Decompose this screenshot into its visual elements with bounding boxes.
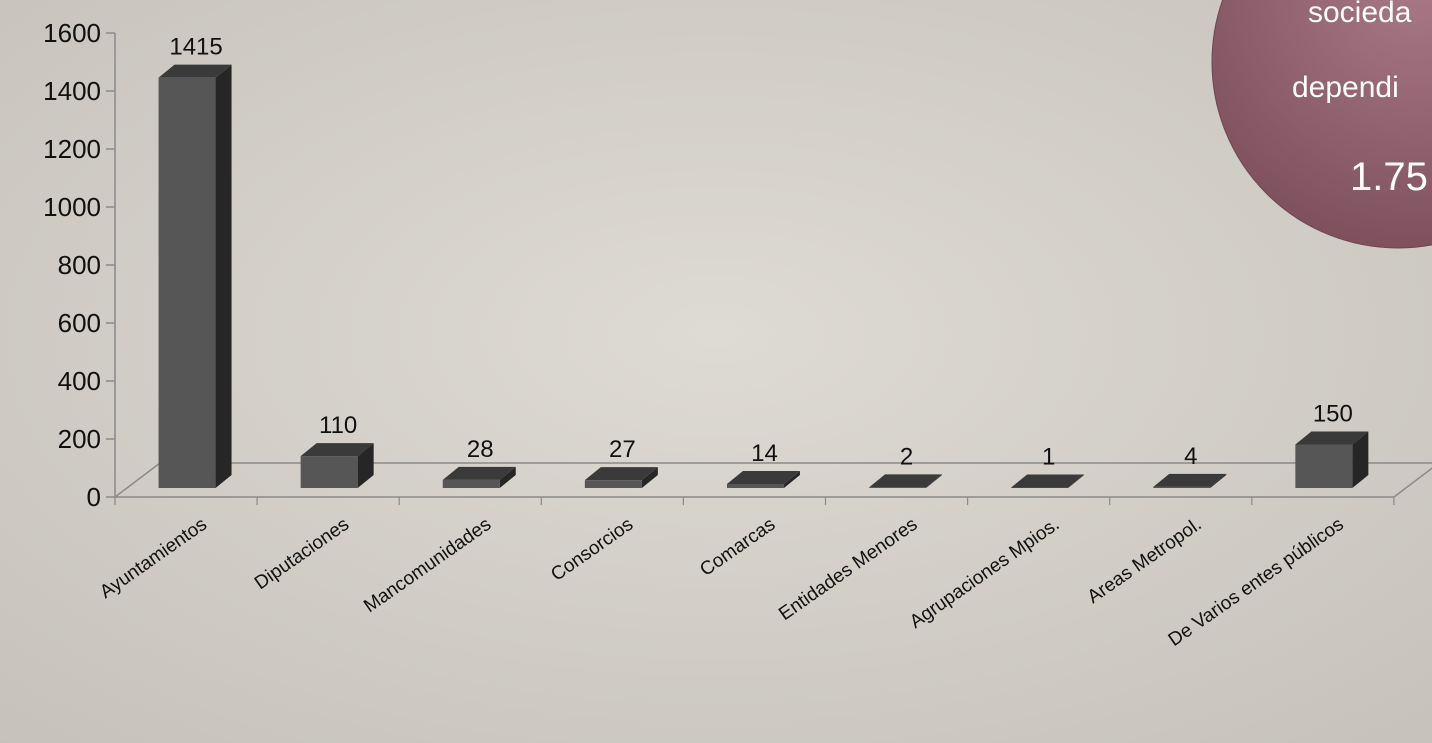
bar-top [300, 443, 374, 457]
y-tick-label: 200 [58, 424, 101, 454]
bar-side [215, 64, 232, 489]
callout-circle [1211, 0, 1432, 249]
data-label: 4 [1184, 443, 1197, 470]
y-tick-label: 1000 [43, 192, 101, 222]
bar-4 [584, 467, 658, 488]
bar-side [1210, 473, 1227, 488]
y-tick-label: 800 [58, 250, 101, 280]
bar-side [641, 467, 658, 488]
bar-6 [869, 474, 943, 488]
y-tick-label: 0 [87, 482, 101, 512]
bar-top [158, 64, 232, 78]
bar-front [300, 456, 358, 488]
bar-side [1068, 474, 1085, 488]
data-label: 28 [467, 436, 494, 463]
bar-side [357, 443, 374, 488]
data-label: 1415 [169, 34, 222, 61]
data-label: 2 [900, 443, 913, 470]
bar-top [869, 474, 943, 488]
bar-top [1295, 431, 1369, 445]
bar-7 [1011, 474, 1085, 488]
callout-line-1: socieda [1308, 0, 1412, 29]
callout: socieda dependi 1.75 [1211, 0, 1432, 249]
bar-5 [726, 470, 800, 488]
bar-top [584, 467, 658, 481]
bar-side [783, 470, 800, 488]
bar-8 [1153, 473, 1227, 488]
bar-front [584, 480, 642, 488]
bar-top [442, 466, 516, 480]
y-tick-label: 1400 [43, 76, 101, 106]
y-tick-label: 400 [58, 366, 101, 396]
data-label: 150 [1313, 401, 1353, 428]
data-label: 1 [1042, 444, 1055, 471]
bar-front [1295, 444, 1353, 488]
data-label: 110 [319, 412, 357, 439]
bar-front [869, 487, 927, 488]
bar-front [158, 77, 216, 489]
bar-side [499, 466, 516, 488]
bar-front [726, 483, 784, 488]
bars [158, 64, 1369, 489]
bar-1 [158, 64, 232, 489]
y-axis: 0 200 400 600 800 1000 1200 1400 1600 [43, 18, 1395, 512]
y-tick-label: 600 [58, 308, 101, 338]
bar-2 [300, 443, 374, 488]
y-tick-label: 1600 [43, 18, 101, 48]
bar-top [726, 470, 800, 484]
callout-line-2: dependi [1292, 71, 1399, 104]
bar-front [442, 479, 500, 488]
bar-9 [1295, 431, 1369, 488]
bar-front [1011, 487, 1069, 488]
y-tick-label: 1200 [43, 134, 101, 164]
callout-value: 1.75 [1350, 155, 1428, 199]
bar-top [1153, 473, 1227, 487]
bar-top [1011, 474, 1085, 488]
bar-side [926, 474, 943, 488]
data-label: 27 [609, 436, 636, 463]
bar-front [1153, 486, 1211, 488]
bar-3 [442, 466, 516, 488]
bar-side [1352, 431, 1369, 488]
data-label: 14 [751, 440, 778, 467]
